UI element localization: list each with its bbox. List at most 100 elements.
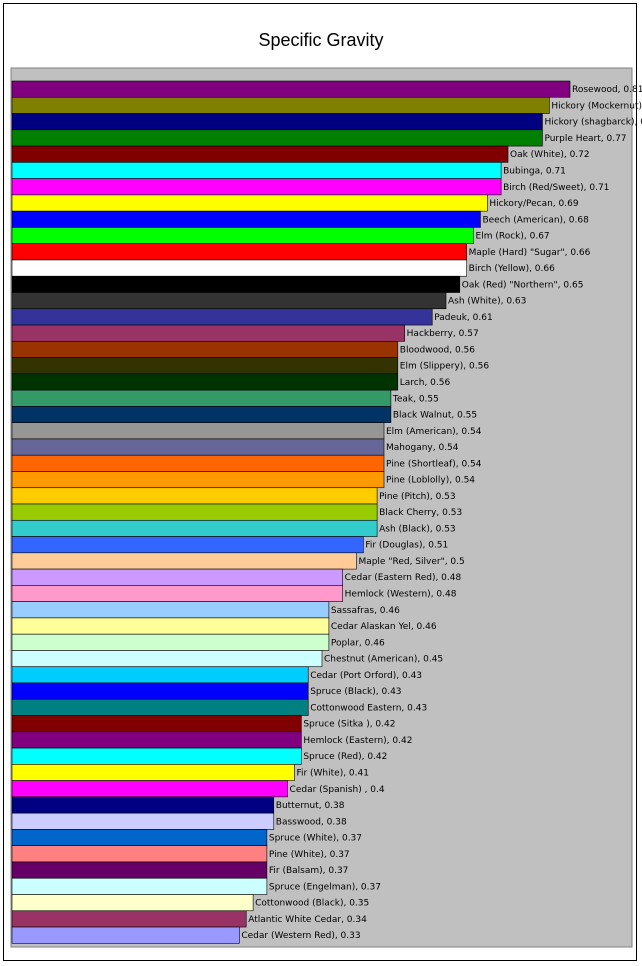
bar	[11, 113, 543, 131]
bar	[11, 845, 268, 863]
bar	[11, 324, 405, 342]
bar	[11, 585, 343, 602]
chart-title: Specific Gravity	[258, 30, 384, 50]
data-label: Black Cherry, 0.53	[379, 508, 462, 518]
data-label: Bloodwood, 0.56	[400, 345, 476, 355]
data-label: Hickory (Mockernut), 0.78	[551, 101, 642, 111]
data-label: Cottonwood (Black), 0.35	[255, 899, 369, 909]
bar	[11, 308, 433, 326]
bar	[11, 601, 330, 619]
bar	[11, 861, 268, 879]
bar	[11, 162, 502, 179]
data-label: Fir (Douglas), 0.51	[365, 541, 448, 551]
bar	[11, 747, 302, 765]
data-label: Birch (Red/Sweet), 0.71	[503, 183, 609, 193]
bar	[11, 715, 302, 733]
data-label: Fir (Balsam), 0.37	[269, 866, 349, 876]
bar	[11, 438, 385, 456]
bar	[11, 698, 309, 716]
data-label: Cedar (Port Orford), 0.43	[310, 671, 422, 681]
bar	[11, 178, 502, 196]
data-label: Spruce (Engelman), 0.37	[269, 882, 381, 892]
data-label: Hickory/Pecan, 0.69	[489, 199, 579, 209]
data-label: Pine (White), 0.37	[269, 850, 350, 860]
bar	[11, 552, 357, 570]
data-label: Purple Heart, 0.77	[544, 134, 626, 144]
bar	[11, 454, 385, 472]
bar	[11, 96, 550, 114]
bar	[11, 666, 309, 684]
bar	[11, 341, 399, 358]
data-label: Cottonwood Eastern, 0.43	[310, 703, 427, 713]
data-label: Pine (Shortleaf), 0.54	[386, 459, 482, 469]
bar	[11, 145, 509, 163]
bar	[11, 243, 467, 261]
data-label: Oak (White), 0.72	[510, 150, 590, 160]
bar	[11, 650, 323, 668]
data-label: Mahogany, 0.54	[386, 443, 459, 453]
bar	[11, 536, 364, 554]
bar	[11, 796, 275, 814]
data-label: Hemlock (Eastern), 0.42	[303, 736, 412, 746]
bar	[11, 194, 488, 212]
bar	[11, 389, 392, 407]
bar	[11, 503, 378, 521]
bar	[11, 764, 295, 781]
data-label: Cedar (Spanish) , 0.4	[290, 785, 385, 795]
data-label: Sassafras, 0.46	[331, 606, 400, 616]
data-label: Padeuk, 0.61	[434, 313, 492, 323]
data-label: Spruce (Black), 0.43	[310, 687, 401, 697]
data-label: Cedar (Western Red), 0.33	[241, 931, 360, 941]
data-label: Fir (White), 0.41	[296, 768, 369, 778]
bar	[11, 80, 571, 98]
data-label: Birch (Yellow), 0.66	[469, 264, 555, 274]
data-label: Rosewood, 0.81	[572, 85, 642, 95]
bar	[11, 422, 385, 440]
data-label: Chestnut (American), 0.45	[324, 655, 443, 665]
data-label: Bubinga, 0.71	[503, 166, 566, 176]
data-label: Black Walnut, 0.55	[393, 411, 477, 421]
data-label: Butternut, 0.38	[276, 801, 345, 811]
data-label: Maple (Hard) "Sugar", 0.66	[469, 248, 591, 258]
data-label: Pine (Pitch), 0.53	[379, 492, 456, 502]
data-label: Poplar, 0.46	[331, 638, 385, 648]
data-label: Hemlock (Western), 0.48	[345, 590, 457, 600]
bar	[11, 731, 302, 749]
bar	[11, 926, 240, 944]
data-label: Spruce (White), 0.37	[269, 834, 362, 844]
bar	[11, 633, 330, 651]
data-label: Ash (Black), 0.53	[379, 524, 456, 534]
bar	[11, 829, 268, 846]
bar	[11, 129, 543, 147]
data-label: Hackberry, 0.57	[407, 329, 479, 339]
bar	[11, 894, 254, 912]
data-label: Elm (Rock), 0.67	[476, 232, 550, 242]
bar	[11, 471, 385, 489]
data-label: Maple "Red, Silver", 0.5	[358, 557, 464, 567]
bar	[11, 617, 330, 635]
data-label: Elm (Slippery), 0.56	[400, 362, 490, 372]
bar	[11, 812, 275, 830]
data-label: Spruce (Sitka ), 0.42	[303, 720, 395, 730]
data-label: Larch, 0.56	[400, 378, 451, 388]
bar	[11, 373, 399, 391]
data-label: Cedar (Eastern Red), 0.48	[345, 573, 462, 583]
bar	[11, 357, 399, 375]
data-label: Elm (American), 0.54	[386, 427, 482, 437]
bar	[11, 210, 481, 228]
data-label: Teak, 0.55	[392, 394, 439, 404]
data-label: Atlantic White Cedar, 0.34	[248, 915, 367, 925]
bar	[11, 519, 378, 537]
bar	[11, 682, 309, 700]
bar	[11, 910, 247, 928]
data-label: Pine (Loblolly), 0.54	[386, 476, 475, 486]
bar	[11, 877, 268, 895]
data-label: Ash (White), 0.63	[448, 297, 526, 307]
bar	[11, 275, 461, 293]
bar	[11, 292, 447, 310]
bar	[11, 780, 288, 798]
data-label: Spruce (Red), 0.42	[303, 752, 387, 762]
data-label: Hickory (shagbarck), 0.77	[544, 118, 642, 128]
data-label: Cedar Alaskan Yel, 0.46	[331, 622, 437, 632]
